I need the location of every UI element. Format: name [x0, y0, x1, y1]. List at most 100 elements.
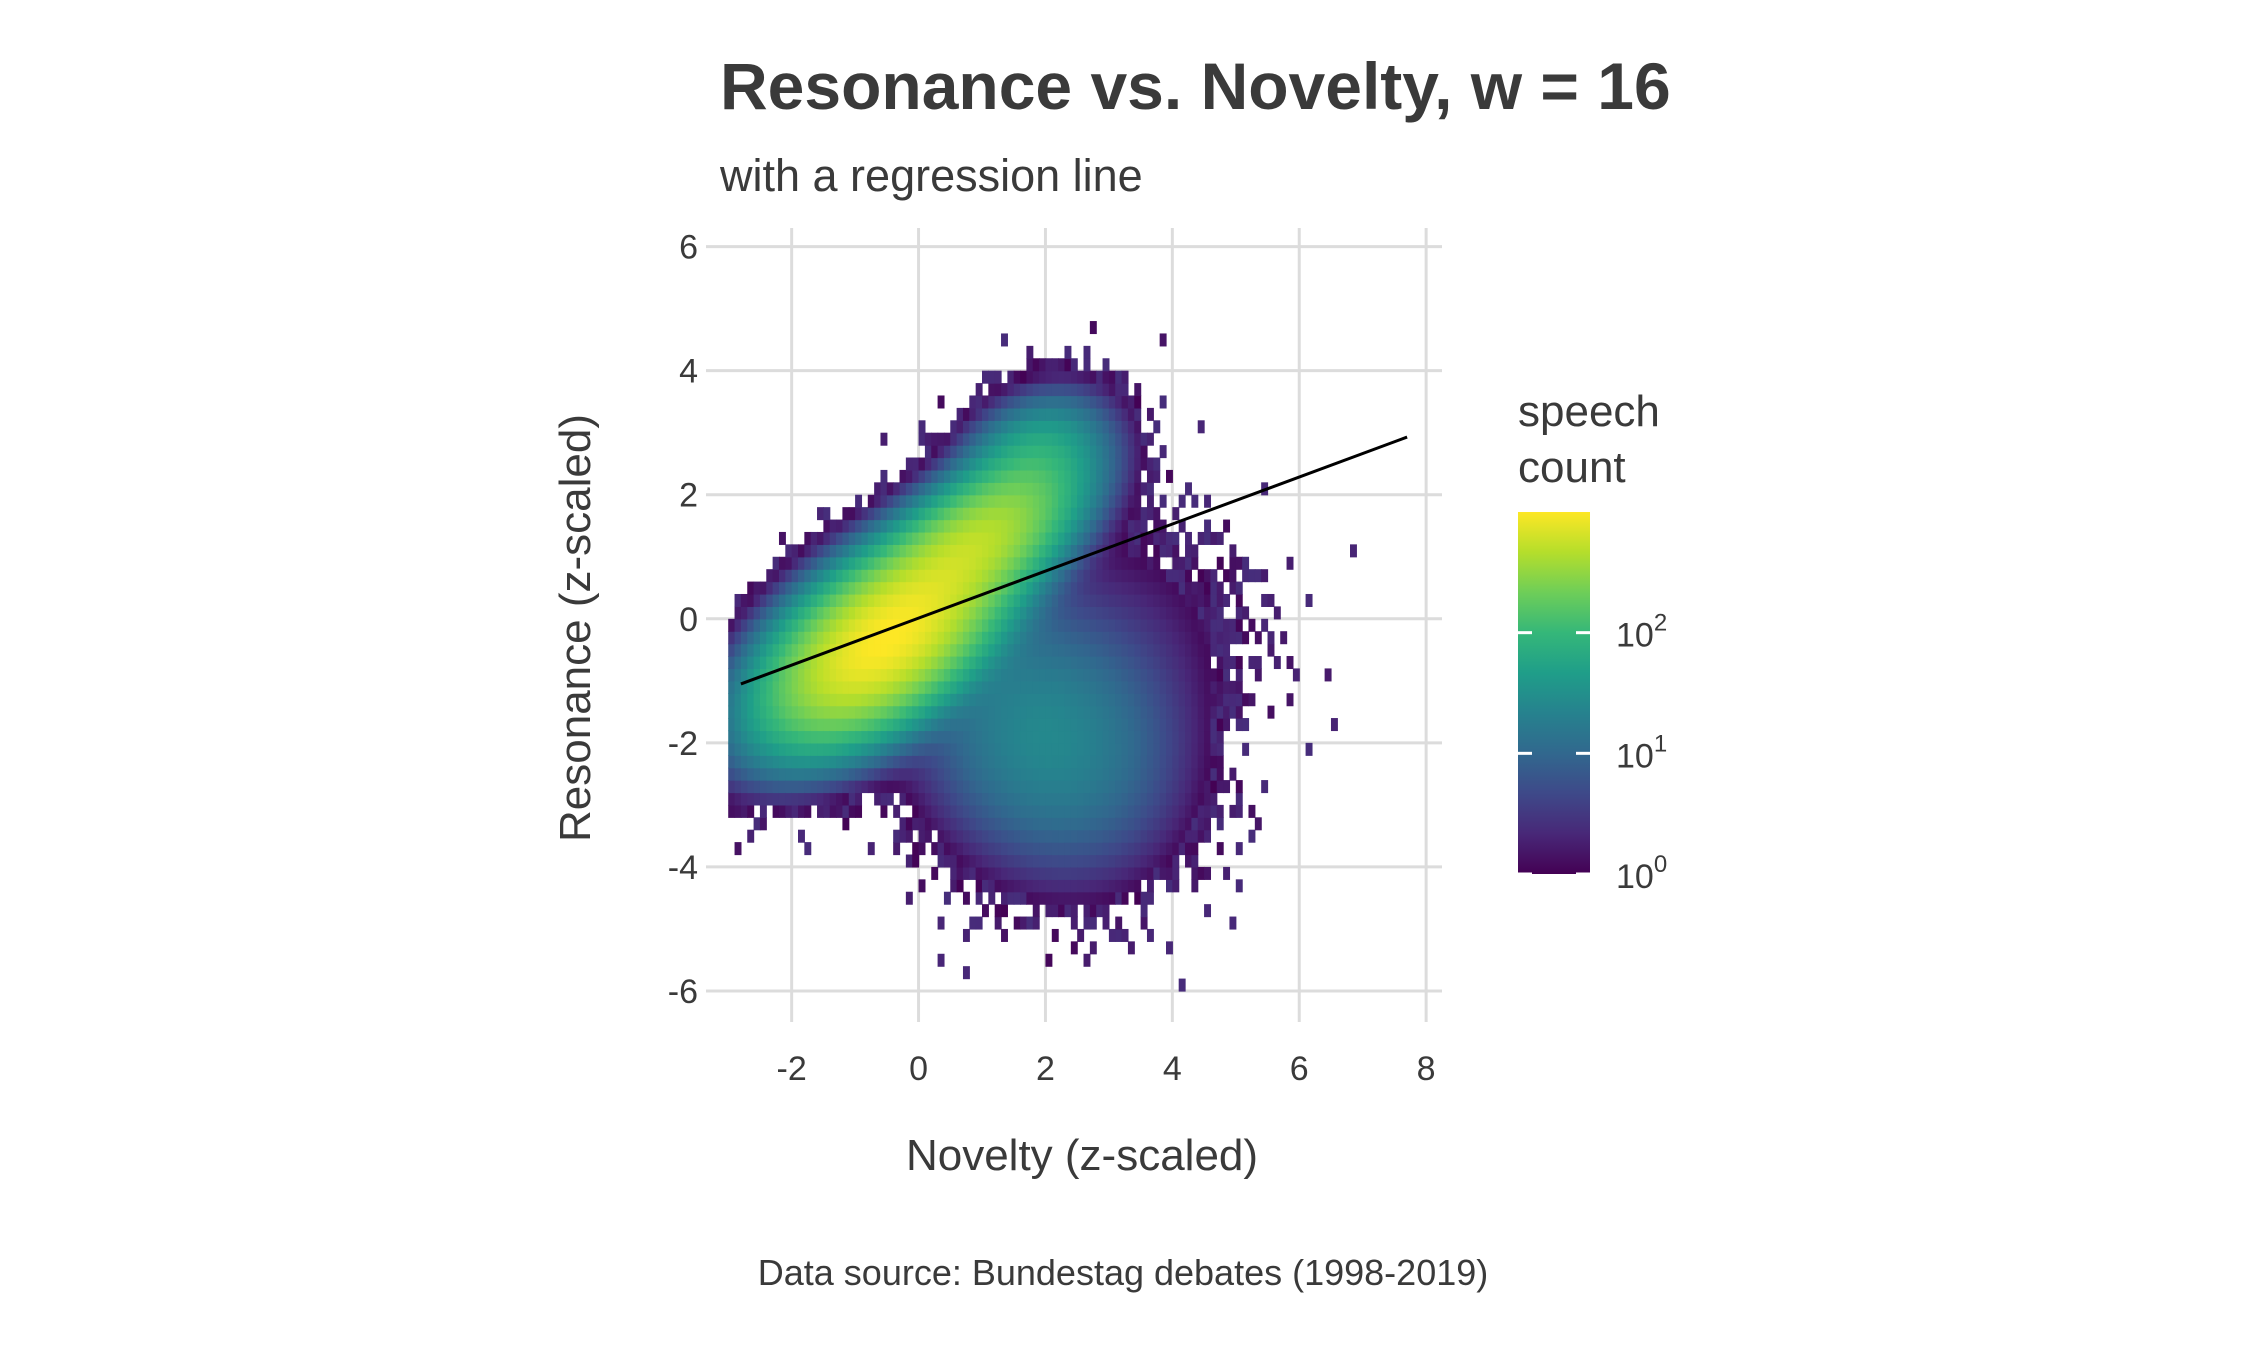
heatmap-bin	[1032, 420, 1040, 434]
heatmap-bin	[842, 755, 850, 769]
heatmap-bin	[1013, 817, 1021, 831]
heatmap-bin	[1020, 656, 1028, 670]
heatmap-bin	[1108, 457, 1116, 471]
heatmap-bin	[1248, 569, 1256, 583]
heatmap-bin	[1083, 817, 1091, 831]
heatmap-bin	[1083, 668, 1091, 682]
heatmap-bin	[817, 755, 824, 769]
heatmap-bin	[1166, 544, 1173, 558]
heatmap-bin	[1083, 631, 1091, 645]
heatmap-bin	[1102, 742, 1110, 756]
heatmap-bin	[1204, 780, 1212, 794]
heatmap-bin	[1007, 891, 1015, 905]
heatmap-bin	[1013, 531, 1021, 545]
heatmap-bin	[1121, 420, 1129, 434]
heatmap-bin	[994, 457, 1002, 471]
heatmap-bin	[1001, 457, 1008, 471]
heatmap-bin	[880, 631, 888, 645]
heatmap-bin	[1013, 469, 1021, 483]
heatmap-bin	[982, 792, 989, 806]
heatmap-bin	[874, 531, 882, 545]
heatmap-bin	[778, 569, 786, 583]
heatmap-bin	[988, 891, 996, 905]
heatmap-bin	[956, 668, 964, 682]
heatmap-bin	[994, 668, 1002, 682]
heatmap-bin	[1146, 680, 1154, 694]
heatmap-bin	[1058, 718, 1066, 732]
heatmap-bin	[1229, 693, 1237, 707]
heatmap-bin	[842, 631, 850, 645]
heatmap-bin	[848, 656, 856, 670]
heatmap-bin	[1032, 804, 1040, 818]
heatmap-bin	[1166, 941, 1173, 955]
heatmap-bin	[962, 581, 970, 595]
heatmap-bin	[1007, 383, 1015, 397]
heatmap-bin	[912, 668, 920, 682]
heatmap-bin	[943, 569, 951, 583]
heatmap-bin	[798, 693, 805, 707]
heatmap-bin	[740, 643, 748, 657]
heatmap-bin	[1127, 643, 1135, 657]
heatmap-bin	[772, 705, 780, 719]
heatmap-bin	[956, 680, 964, 694]
heatmap-bin	[1178, 780, 1186, 794]
heatmap-bin	[1108, 531, 1116, 545]
heatmap-bin	[988, 842, 996, 856]
heatmap-bin	[1064, 593, 1072, 607]
heatmap-bin	[1045, 718, 1053, 732]
heatmap-bin	[1045, 817, 1053, 831]
heatmap-bin	[1096, 829, 1104, 843]
heatmap-bin	[924, 792, 932, 806]
heatmap-bin	[1248, 656, 1256, 670]
heatmap-bin	[1070, 544, 1078, 558]
heatmap-bin	[1191, 718, 1199, 732]
heatmap-bin	[1064, 494, 1072, 508]
heatmap-bin	[1115, 383, 1123, 397]
heatmap-bin	[836, 544, 844, 558]
heatmap-bin	[798, 755, 805, 769]
heatmap-bin	[785, 693, 793, 707]
heatmap-bin	[975, 643, 983, 657]
heatmap-bin	[1146, 693, 1154, 707]
heatmap-bin	[1020, 866, 1028, 880]
heatmap-bin	[905, 643, 913, 657]
heatmap-bin	[1083, 755, 1091, 769]
heatmap-bin	[1153, 556, 1161, 570]
heatmap-bin	[804, 705, 812, 719]
heatmap-bin	[1210, 780, 1218, 794]
heatmap-bin	[1146, 705, 1154, 719]
heatmap-bin	[804, 606, 812, 620]
heatmap-bin	[912, 618, 920, 632]
heatmap-bin	[848, 730, 856, 744]
heatmap-bin	[1045, 445, 1053, 459]
heatmap-bin	[975, 792, 983, 806]
heatmap-bin	[1134, 643, 1142, 657]
heatmap-bin	[1007, 569, 1015, 583]
heatmap-bin	[988, 544, 996, 558]
heatmap-bin	[880, 780, 888, 794]
heatmap-bin	[848, 606, 856, 620]
heatmap-bin	[1089, 668, 1097, 682]
heatmap-bin	[728, 718, 736, 732]
heatmap-bin	[1153, 656, 1161, 670]
heatmap-bin	[1153, 854, 1161, 868]
heatmap-bin	[791, 668, 799, 682]
heatmap-bin	[1070, 705, 1078, 719]
heatmap-bin	[982, 370, 989, 384]
heatmap-bin	[855, 531, 863, 545]
heatmap-bin	[1115, 742, 1123, 756]
heatmap-bin	[1007, 531, 1015, 545]
heatmap-bin	[893, 842, 901, 856]
heatmap-bin	[874, 556, 882, 570]
heatmap-bin	[1102, 507, 1110, 521]
heatmap-bin	[747, 742, 755, 756]
heatmap-bin	[759, 718, 767, 732]
heatmap-bin	[937, 804, 945, 818]
heatmap-bin	[1096, 383, 1104, 397]
heatmap-bin	[804, 755, 812, 769]
heatmap-bin	[1032, 730, 1040, 744]
heatmap-bin	[867, 631, 875, 645]
heatmap-bin	[1108, 469, 1116, 483]
heatmap-bin	[1013, 395, 1021, 409]
heatmap-bin	[759, 643, 767, 657]
